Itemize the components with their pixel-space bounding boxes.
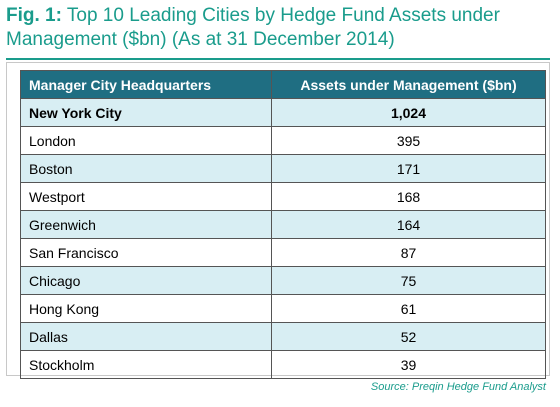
- column-header: Manager City Headquarters: [20, 70, 272, 99]
- city-cell: Boston: [20, 154, 272, 183]
- figure-label: Fig. 1:: [6, 5, 62, 26]
- city-cell: Greenwich: [20, 210, 272, 239]
- city-cell: Stockholm: [20, 350, 272, 379]
- city-cell: Chicago: [20, 266, 272, 295]
- city-cell: Hong Kong: [20, 294, 272, 323]
- figure-title: Fig. 1: Top 10 Leading Cities by Hedge F…: [6, 4, 546, 52]
- city-cell: Dallas: [20, 322, 272, 351]
- table-row: London 395: [20, 126, 546, 155]
- city-cell: New York City: [20, 98, 272, 127]
- table-row: Chicago 75: [20, 266, 546, 295]
- table: Manager City Headquarters Assets under M…: [20, 70, 546, 379]
- column-header: Assets under Management ($bn): [271, 70, 546, 99]
- assets-cell: 168: [271, 182, 546, 211]
- city-cell: London: [20, 126, 272, 155]
- city-cell: San Francisco: [20, 238, 272, 267]
- table-row: Westport 168: [20, 182, 546, 211]
- assets-cell: 164: [271, 210, 546, 239]
- assets-cell: 87: [271, 238, 546, 267]
- figure-title-text: Top 10 Leading Cities by Hedge Fund Asse…: [6, 5, 500, 50]
- title-rule: [6, 58, 550, 60]
- table-row: Boston 171: [20, 154, 546, 183]
- assets-cell: 1,024: [271, 98, 546, 127]
- table-row: Greenwich 164: [20, 210, 546, 239]
- assets-cell: 39: [271, 350, 546, 379]
- header-row: Manager City Headquarters Assets under M…: [20, 70, 546, 99]
- assets-cell: 75: [271, 266, 546, 295]
- assets-cell: 171: [271, 154, 546, 183]
- table-row: Stockholm 39: [20, 350, 546, 379]
- assets-cell: 395: [271, 126, 546, 155]
- table-row: New York City 1,024: [20, 98, 546, 127]
- table-row: Hong Kong 61: [20, 294, 546, 323]
- table-row: San Francisco 87: [20, 238, 546, 267]
- source-note: Source: Preqin Hedge Fund Analyst: [370, 381, 546, 393]
- assets-cell: 61: [271, 294, 546, 323]
- table-row: Dallas 52: [20, 322, 546, 351]
- table-body: New York City 1,024 London 395 Boston 171 West…: [20, 98, 546, 379]
- city-cell: Westport: [20, 182, 272, 211]
- assets-cell: 52: [271, 322, 546, 351]
